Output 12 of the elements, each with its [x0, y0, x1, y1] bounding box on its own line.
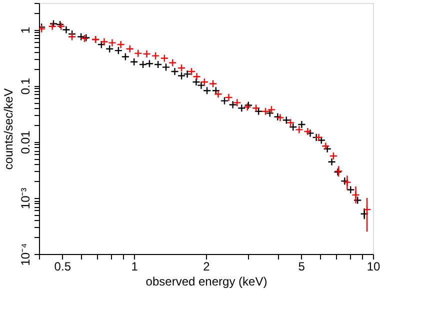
x-tick-label: 1 — [131, 260, 138, 274]
y-axis-title: counts/sec/keV — [2, 88, 16, 170]
x-tick-label: 0.5 — [54, 260, 72, 274]
x-tick-label: 2 — [203, 260, 210, 274]
y-tick-label: 0.1 — [18, 78, 32, 95]
y-tick-label: 0.01 — [18, 130, 32, 154]
y-tick-label: 10⁻³ — [18, 188, 32, 210]
x-tick-label: 10 — [366, 260, 380, 274]
y-tick-label: 1 — [18, 26, 32, 34]
x-tick-label: 5 — [298, 260, 306, 274]
y-tick-label: 10⁻⁴ — [18, 243, 32, 266]
x-axis-title: observed energy (keV) — [146, 274, 268, 288]
